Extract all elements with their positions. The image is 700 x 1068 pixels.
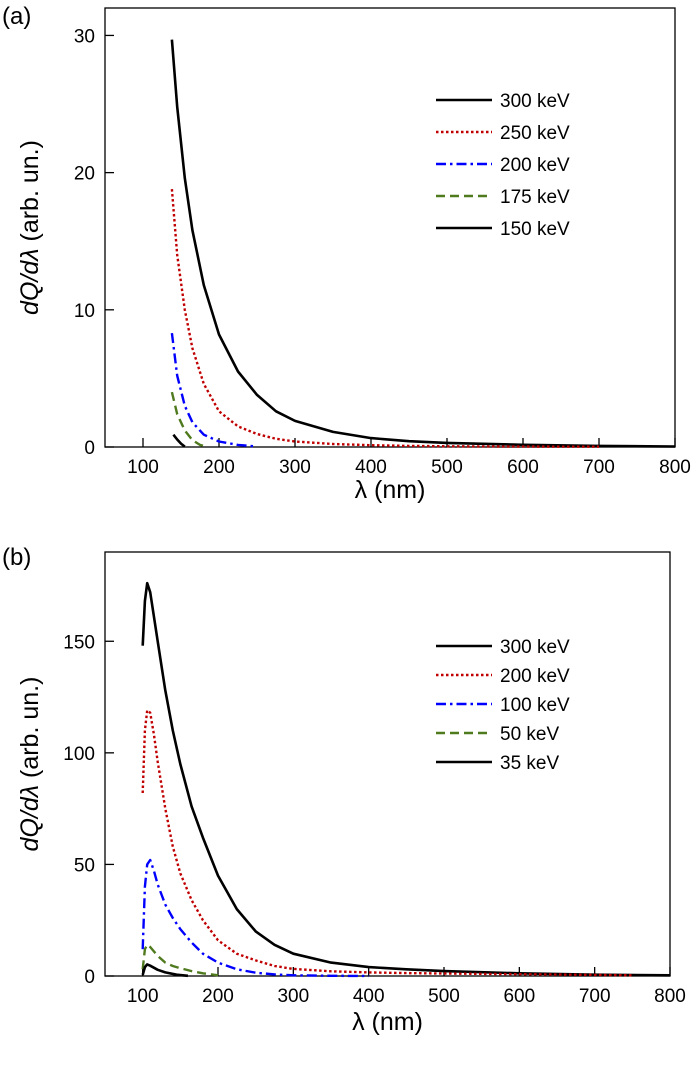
y-tick-label-a: 20 [74, 164, 95, 185]
x-tick-label-b: 100 [127, 986, 159, 1007]
y-axis-label-symbol: dQ/dλ [16, 248, 44, 315]
legend-label-b: 50 keV [500, 724, 559, 745]
x-tick-label-b: 300 [277, 986, 309, 1007]
y-axis-label-units: (arb. un.) [16, 677, 44, 785]
series-line-b-2 [141, 858, 369, 978]
panel-label-b: (b) [2, 544, 31, 571]
y-axis-label-units: (arb. un.) [16, 140, 44, 248]
x-tick-label-a: 200 [203, 457, 235, 478]
x-tick-label-b: 800 [654, 986, 686, 1007]
plot-frame-a [104, 7, 676, 448]
y-tick-label-a: 30 [74, 26, 95, 47]
series-line-a-0 [170, 39, 676, 448]
panel-label-a: (a) [2, 3, 31, 30]
x-tick-label-a: 400 [355, 457, 387, 478]
y-axis-label-b: dQ/dλ (arb. un.) [16, 677, 44, 852]
legend-label-a: 200 keV [500, 155, 570, 176]
x-tick-label-b: 500 [428, 986, 460, 1007]
series-line-a-4 [172, 433, 186, 448]
series-line-a-1 [170, 189, 600, 448]
x-axis-label-b: λ (nm) [352, 1008, 423, 1036]
series-line-b-3 [141, 943, 219, 977]
x-tick-label-a: 700 [583, 457, 615, 478]
legend-label-b: 300 keV [500, 637, 570, 658]
y-axis-label-symbol: dQ/dλ [16, 785, 44, 852]
y-tick-label-b: 100 [63, 744, 95, 765]
y-tick-label-b: 50 [74, 855, 95, 876]
x-tick-label-a: 800 [659, 457, 691, 478]
x-tick-label-a: 100 [127, 457, 159, 478]
series-line-b-1 [141, 709, 633, 977]
panel-a: (a) 100 200 300 400 500 600 700 800 0 10 20 30 λ (nm… [2, 3, 691, 504]
series-line-b-4 [141, 963, 189, 978]
x-tick-label-b: 700 [579, 986, 611, 1007]
y-tick-label-a: 0 [84, 438, 95, 459]
legend-label-a: 150 keV [500, 219, 570, 240]
legend-label-b: 100 keV [500, 695, 570, 716]
x-tick-label-a: 300 [279, 457, 311, 478]
x-tick-label-b: 400 [353, 986, 385, 1007]
y-tick-label-a: 10 [74, 301, 95, 322]
legend-label-a: 250 keV [500, 123, 570, 144]
plot-frame-b [104, 551, 671, 977]
x-tick-label-a: 500 [431, 457, 463, 478]
panel-b: (b) 100 200 300 400 500 600 700 800 0 50 100 150 λ (… [2, 544, 686, 1036]
legend-label-b: 200 keV [500, 666, 570, 687]
series-line-b-0 [141, 581, 671, 977]
series-line-a-2 [170, 332, 258, 448]
series-line-a-3 [170, 391, 208, 448]
x-tick-label-b: 200 [202, 986, 234, 1007]
x-tick-label-b: 600 [503, 986, 535, 1007]
y-axis-label-a: dQ/dλ (arb. un.) [16, 140, 44, 315]
x-tick-label-a: 600 [507, 457, 539, 478]
x-axis-label-a: λ (nm) [355, 476, 426, 504]
legend-label-b: 35 keV [500, 753, 559, 774]
legend-label-a: 300 keV [500, 91, 570, 112]
legend-label-a: 175 keV [500, 187, 570, 208]
y-tick-label-b: 150 [63, 632, 95, 653]
y-tick-label-b: 0 [84, 967, 95, 988]
